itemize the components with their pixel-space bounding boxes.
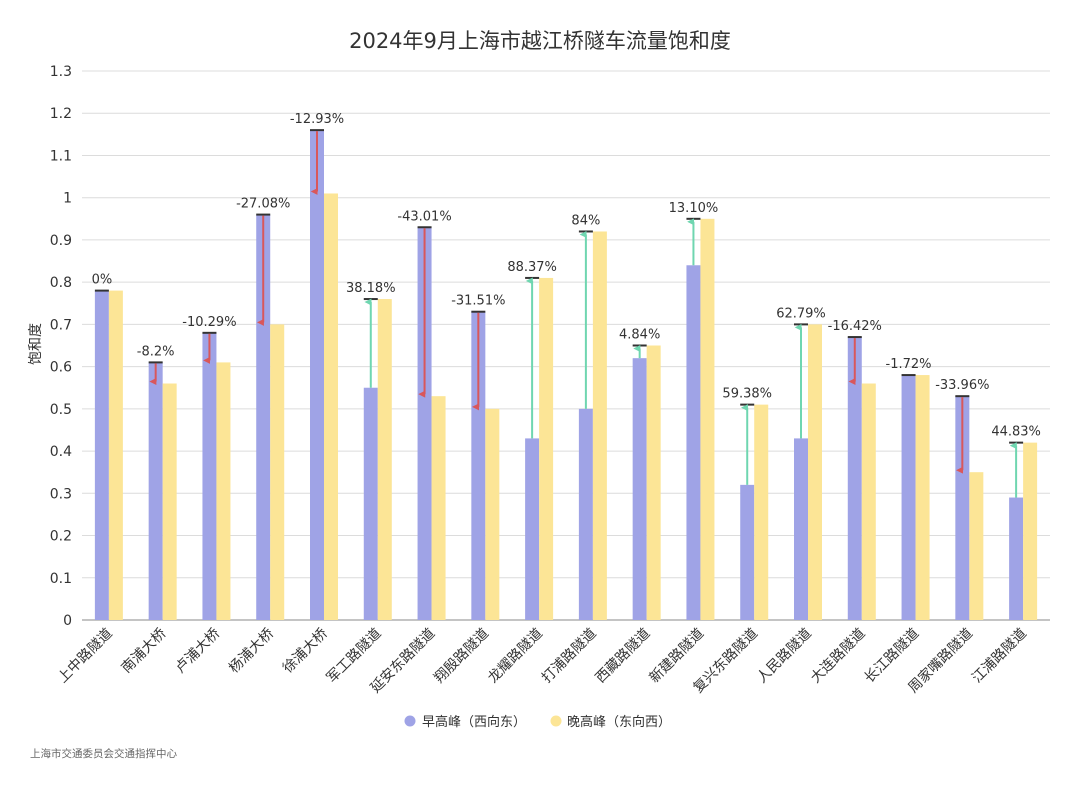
change-label: -31.51% [451,294,505,309]
y-tick-label: 0 [63,613,72,629]
bar-morning [148,362,163,620]
change-label: -12.93% [290,112,344,127]
bar-evening [969,472,984,620]
legend-swatch-evening [550,715,562,727]
bar-morning [202,332,217,620]
y-tick-label: 0.8 [50,275,72,291]
change-label: -43.01% [397,209,451,224]
change-label: 62.79% [776,306,826,321]
y-tick-label: 1.3 [50,64,72,80]
legend-label-morning: 早高峰（西向东） [422,714,526,730]
bar-morning [525,438,540,620]
bar-morning [740,484,755,620]
bar-morning [310,130,324,620]
x-tick-label: 打浦路隧道 [538,625,600,687]
bar-evening [592,231,607,620]
bar-evening [270,324,285,620]
bar-morning [363,387,378,620]
y-tick-label: 1.1 [50,148,72,164]
bar-evening [915,375,930,620]
bar-morning [256,214,271,621]
change-label: 59.38% [722,387,772,402]
change-label: -27.08% [236,197,290,212]
legend-swatch-morning [404,715,416,727]
source-note: 上海市交通委员会交通指挥中心 [30,747,177,760]
y-axis-ticks: 0 0.1 0.2 0.3 0.4 0.5 0.6 0.7 0.8 0.9 1 1.1 1.2 1.3 [50,64,72,629]
x-tick-label: 人民路隧道 [754,626,815,687]
bar-morning [94,290,109,620]
change-label: 38.18% [346,281,396,296]
change-label: -8.2% [137,344,175,359]
bar-morning [1009,497,1024,620]
bar-morning [847,337,862,620]
bar-evening [861,383,876,620]
change-label: -33.96% [935,378,989,393]
bar-morning [417,227,432,620]
bar-evening [431,396,446,620]
bar-evening [754,404,769,620]
x-tick-label: 江浦路隧道 [969,626,1030,687]
y-tick-label: 0.7 [50,317,72,333]
bar-morning [632,358,647,620]
bar-evening [377,299,392,620]
change-label: -16.42% [828,319,882,334]
bar-evening [216,362,231,620]
x-tick-label: 卢浦大桥 [172,626,223,677]
y-tick-label: 0.9 [50,233,72,249]
x-tick-label: 龙耀路隧道 [485,626,546,687]
gridlines [82,70,1050,621]
bar-evening [108,290,123,620]
y-tick-label: 1 [63,191,72,207]
bar-morning [686,265,701,620]
legend: 早高峰（西向东） 晚高峰（东向西） [404,714,671,730]
bar-evening [485,408,500,620]
bar-morning [471,311,486,620]
y-axis-label: 饱和度 [28,323,44,365]
change-label: 13.10% [669,201,719,216]
x-tick-label: 大连路隧道 [808,626,869,687]
x-tick-label: 南浦大桥 [119,626,170,677]
x-axis-ticks: 上中路隧道 南浦大桥 卢浦大桥 杨浦大桥 徐浦大桥军工路隧道延安东路隧道翔殷路隧道龙耀路… [55,625,1030,696]
bar-morning [901,375,916,620]
change-label: 84% [571,213,600,228]
bar-morning [955,396,970,620]
x-tick-label: 翔殷路隧道 [431,626,492,687]
bar-evening [700,218,715,621]
bar-evening [162,383,177,620]
y-tick-label: 0.6 [50,360,72,376]
y-tick-label: 0.5 [50,402,72,418]
change-label: 44.83% [991,425,1041,440]
x-tick-label: 徐浦大桥 [280,626,331,677]
bar-evening [808,324,822,620]
bar-morning [578,408,593,620]
bar-evening [1023,442,1038,620]
change-arrows: 0% -8.2% -10.29% -27.08% -12.93% 38.18% -43.01… [92,112,1041,498]
change-label: -1.72% [886,357,932,372]
y-tick-label: 0.3 [50,486,72,502]
bar-evening [539,277,554,620]
y-tick-label: 1.2 [50,106,72,122]
bar-evening [324,193,338,620]
bar-evening [646,345,661,620]
chart-title: 2024年9月上海市越江桥隧车流量饱和度 [349,29,731,53]
bar-morning [794,438,808,620]
change-label: 0% [92,273,113,288]
change-label: 4.84% [619,328,660,343]
change-label: -10.29% [182,315,236,330]
y-tick-label: 0.1 [50,571,72,587]
y-tick-label: 0.4 [50,444,72,460]
x-tick-label: 西藏路隧道 [593,626,654,687]
change-label: 88.37% [507,260,557,275]
bars [94,130,1038,621]
x-tick-label: 上中路隧道 [55,626,116,687]
x-tick-label: 杨浦大桥 [226,626,277,677]
y-tick-label: 0.2 [50,529,72,545]
legend-label-evening: 晚高峰（东向西） [567,714,671,730]
